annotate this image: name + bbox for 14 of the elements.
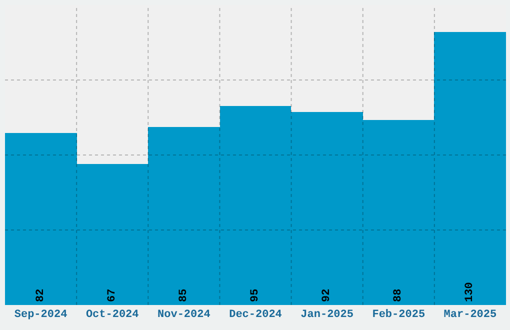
x-tick-label: Oct-2024	[86, 309, 140, 321]
data-label: 130	[464, 282, 476, 302]
data-label: 85	[178, 288, 190, 302]
data-label: 92	[321, 288, 333, 302]
data-label: 88	[392, 288, 404, 302]
data-label: 67	[106, 288, 118, 302]
x-tick-label: Dec-2024	[229, 309, 282, 321]
data-label: 82	[35, 288, 47, 302]
x-tick-label: Sep-2024	[14, 309, 68, 321]
x-tick-label: Nov-2024	[158, 309, 211, 321]
data-label: 95	[250, 288, 262, 302]
x-tick-label: Jan-2025	[300, 309, 354, 321]
x-tick-label: Mar-2025	[444, 309, 498, 321]
x-tick-label: Feb-2025	[372, 309, 426, 321]
